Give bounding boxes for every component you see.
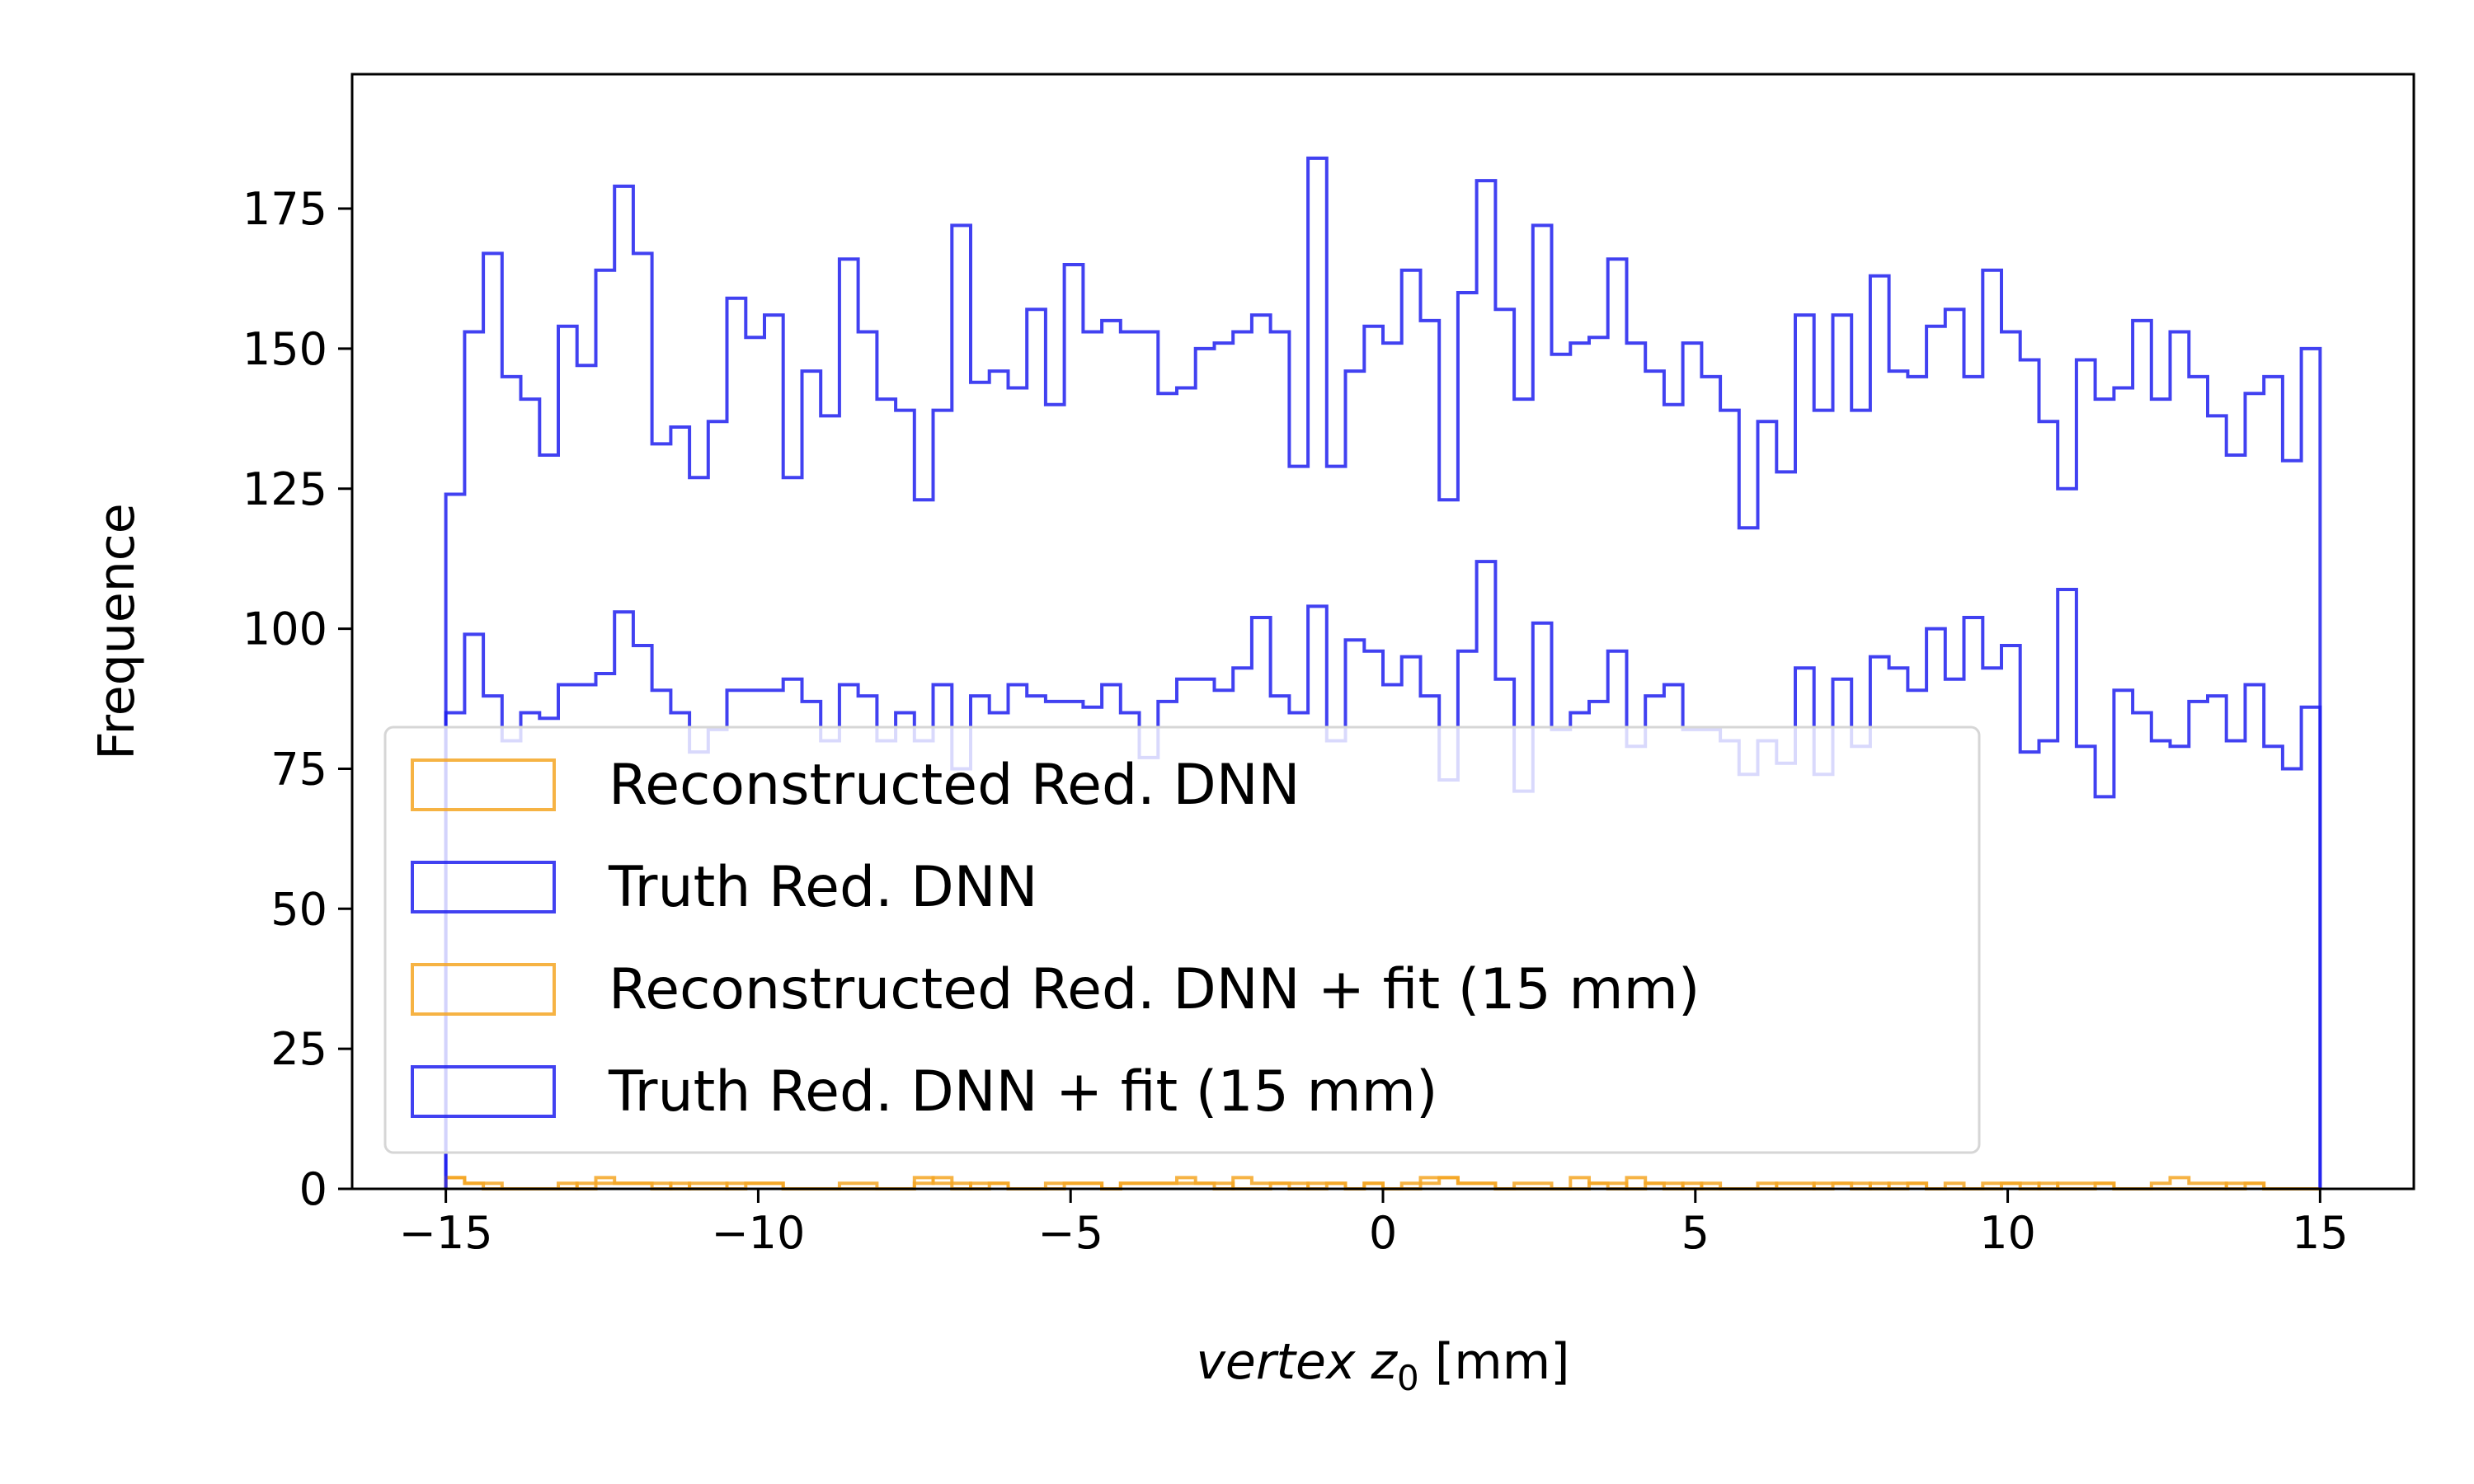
series-3-bin-86 bbox=[2058, 589, 2077, 1189]
y-tick-label: 25 bbox=[270, 1023, 327, 1075]
y-tick-label: 175 bbox=[242, 183, 327, 235]
series-3-bin-91 bbox=[2152, 740, 2171, 1189]
legend-label: Reconstructed Red. DNN bbox=[609, 753, 1300, 818]
series-3-bin-88 bbox=[2095, 796, 2114, 1189]
series-3-bin-99 bbox=[2302, 707, 2321, 1189]
series-3-bin-82 bbox=[1982, 668, 2001, 1189]
y-tick-label: 150 bbox=[242, 323, 327, 375]
series-3-bin-98 bbox=[2283, 768, 2302, 1189]
legend-swatch bbox=[411, 963, 556, 1016]
x-tick-label: −10 bbox=[711, 1207, 805, 1259]
y-tick-label: 100 bbox=[242, 603, 327, 655]
series-3-bin-87 bbox=[2077, 746, 2095, 1189]
legend-box bbox=[383, 726, 1981, 1154]
series-3-bin-84 bbox=[2020, 752, 2039, 1189]
x-tick-label: 10 bbox=[1979, 1207, 2036, 1259]
series-3-bin-90 bbox=[2133, 713, 2152, 1189]
y-tick-label: 50 bbox=[270, 883, 327, 935]
legend: Reconstructed Red. DNN Truth Red. DNN Reco… bbox=[383, 726, 1981, 1154]
y-tick-label: 125 bbox=[242, 463, 327, 515]
series-3-bin-89 bbox=[2114, 690, 2133, 1189]
series-1 bbox=[444, 156, 2322, 1189]
series-3-bin-85 bbox=[2039, 740, 2058, 1189]
series-3-bin-95 bbox=[2227, 740, 2246, 1189]
series-3-bin-94 bbox=[2208, 696, 2227, 1189]
x-tick-label: 5 bbox=[1681, 1207, 1710, 1259]
series-3-step-line bbox=[444, 560, 2322, 1189]
x-axis-label: vertex z0 [mm] bbox=[1196, 1333, 1569, 1398]
series-3-bin-83 bbox=[2001, 646, 2020, 1189]
legend-swatch bbox=[411, 758, 556, 811]
legend-label: Truth Red. DNN bbox=[608, 855, 1038, 920]
series-1-step-line bbox=[444, 156, 2322, 1189]
y-tick-label: 75 bbox=[270, 743, 327, 795]
legend-label: Truth Red. DNN + fit (15 mm) bbox=[608, 1059, 1438, 1125]
x-tick-label: −5 bbox=[1037, 1207, 1103, 1259]
legend-label: Reconstructed Red. DNN + fit (15 mm) bbox=[609, 957, 1700, 1022]
y-axis-label: Frequence bbox=[88, 503, 146, 759]
series-3-bin-92 bbox=[2171, 746, 2189, 1189]
series-3 bbox=[444, 560, 2322, 1189]
x-ticks: −15 −10 −5 0 5 10 15 bbox=[399, 1189, 2349, 1259]
x-axis-label-unit: [mm] bbox=[1435, 1333, 1570, 1391]
legend-entries: Reconstructed Red. DNN Truth Red. DNN Reco… bbox=[411, 753, 1700, 1125]
x-axis-label-unit-spacer bbox=[1419, 1333, 1435, 1391]
x-tick-label: −15 bbox=[399, 1207, 493, 1259]
legend-swatch bbox=[411, 861, 556, 913]
x-axis-label-subscript: 0 bbox=[1397, 1358, 1419, 1398]
series-3-bin-97 bbox=[2264, 746, 2283, 1189]
plot-frame bbox=[350, 73, 2415, 1190]
y-ticks: 0 25 50 75 100 125 150 175 bbox=[242, 183, 352, 1215]
legend-swatch bbox=[411, 1065, 556, 1118]
x-axis-label-main: vertex z bbox=[1196, 1333, 1398, 1391]
series-3-bin-96 bbox=[2245, 685, 2264, 1189]
series-3-bin-93 bbox=[2189, 702, 2208, 1189]
y-tick-label: 0 bbox=[299, 1163, 327, 1215]
x-tick-label: 0 bbox=[1369, 1207, 1397, 1259]
x-tick-label: 15 bbox=[2292, 1207, 2349, 1259]
